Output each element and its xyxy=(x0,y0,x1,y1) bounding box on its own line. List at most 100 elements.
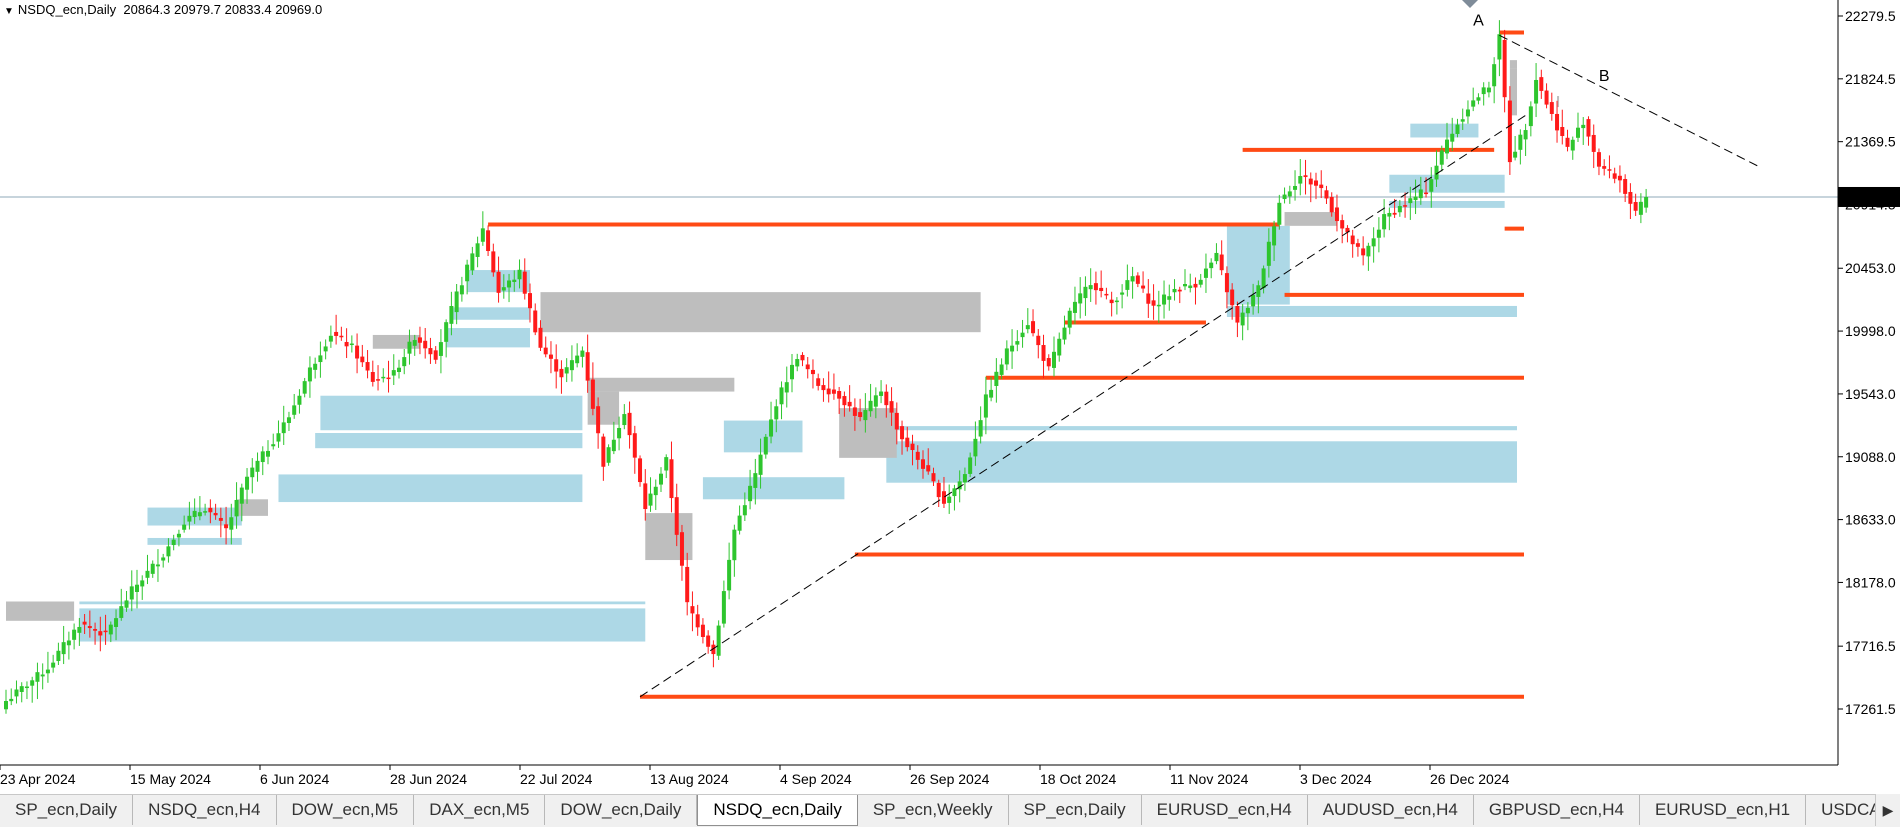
bullish-candle xyxy=(1534,79,1539,104)
bullish-candle xyxy=(957,481,962,490)
bullish-candle xyxy=(166,546,171,557)
bearish-candle xyxy=(1555,113,1560,131)
bearish-candle xyxy=(1345,227,1350,233)
chart-tab[interactable]: DOW_ecn,Daily xyxy=(545,795,698,825)
bearish-candle xyxy=(93,628,98,631)
chart-tab[interactable]: AUDUSD_ecn,H4 xyxy=(1308,795,1474,825)
bullish-candle xyxy=(24,686,29,689)
bearish-candle xyxy=(921,459,925,469)
bearish-candle xyxy=(1141,285,1146,289)
bullish-candle xyxy=(1638,201,1643,215)
ohlc-values: 20864.3 20979.7 20833.4 20969.0 xyxy=(123,2,323,17)
bullish-candle xyxy=(569,360,574,371)
chart-tab[interactable]: SP_ecn,Daily xyxy=(0,795,134,825)
price-tick-label: 22279.5 xyxy=(1845,8,1896,24)
bearish-candle xyxy=(590,379,595,409)
bullish-candle xyxy=(266,450,270,457)
bullish-candle xyxy=(999,364,1004,375)
supply-zone xyxy=(1557,96,1560,108)
bullish-candle xyxy=(402,357,407,367)
demand-zone xyxy=(886,441,1517,483)
bearish-candle xyxy=(428,348,433,355)
chart-area[interactable]: AB22279.521824.521369.520914.520453.0199… xyxy=(0,0,1900,790)
bearish-candle xyxy=(884,391,889,406)
chart-tab[interactable]: DOW_ecn,M5 xyxy=(277,795,415,825)
bullish-candle xyxy=(397,367,401,373)
bullish-candle xyxy=(606,447,611,463)
bearish-candle xyxy=(711,644,716,655)
bullish-candle xyxy=(454,291,459,313)
bullish-candle xyxy=(968,457,973,474)
bullish-candle xyxy=(1570,139,1575,151)
bullish-candle xyxy=(323,346,328,352)
bearish-candle xyxy=(1596,152,1601,167)
bullish-candle xyxy=(391,370,396,376)
bullish-candle xyxy=(302,381,307,394)
bullish-candle xyxy=(108,624,113,635)
chart-tab[interactable]: NSDQ_ecn,Daily xyxy=(697,795,858,826)
chart-tab[interactable]: GBPUSD_ecn,H4 xyxy=(1474,795,1640,825)
price-chart[interactable]: AB22279.521824.521369.520914.520453.0199… xyxy=(0,0,1900,790)
bullish-candle xyxy=(1481,87,1486,95)
dashed-trendline xyxy=(639,114,1526,698)
bullish-candle xyxy=(276,433,281,442)
bullish-candle xyxy=(140,580,145,587)
supply-zone xyxy=(1509,68,1517,116)
bullish-candle xyxy=(1214,252,1219,262)
bullish-candle xyxy=(1240,312,1245,326)
bullish-candle xyxy=(465,264,470,282)
bullish-candle xyxy=(1072,301,1077,313)
bullish-candle xyxy=(271,444,276,447)
bullish-candle xyxy=(1644,196,1649,208)
demand-zone xyxy=(723,420,803,453)
bullish-candle xyxy=(480,228,485,242)
collapse-triangle-icon[interactable]: ▼ xyxy=(4,6,14,17)
bullish-candle xyxy=(1020,332,1025,338)
bearish-candle xyxy=(669,459,674,499)
tab-scroll-right-icon[interactable]: ▶ xyxy=(1875,794,1900,826)
bearish-candle xyxy=(837,390,842,399)
bullish-candle xyxy=(784,382,789,393)
chart-tab[interactable]: EURUSD_ecn,H4 xyxy=(1142,795,1308,825)
bearish-candle xyxy=(528,293,532,309)
time-tick-label: 11 Nov 2024 xyxy=(1170,771,1249,787)
bullish-candle xyxy=(1429,179,1434,192)
bullish-candle xyxy=(622,414,627,426)
bullish-candle xyxy=(795,359,800,367)
bearish-candle xyxy=(1230,289,1235,306)
demand-zone xyxy=(147,537,242,545)
bullish-candle xyxy=(653,486,658,496)
chart-tab[interactable]: EURUSD_ecn,H1 xyxy=(1640,795,1807,825)
bearish-candle xyxy=(339,335,344,338)
bearish-candle xyxy=(679,532,684,566)
bearish-candle xyxy=(1628,191,1633,204)
bullish-candle xyxy=(407,341,412,354)
bearish-candle xyxy=(585,352,590,381)
bearish-candle xyxy=(1193,283,1198,288)
chart-tab[interactable]: SP_ecn,Weekly xyxy=(858,795,1009,825)
bullish-candle xyxy=(150,563,155,574)
bearish-candle xyxy=(1544,90,1549,105)
price-tick-label: 17261.5 xyxy=(1845,701,1896,717)
bullish-candle xyxy=(1282,194,1287,200)
bullish-candle xyxy=(1062,327,1067,340)
chart-tab[interactable]: DAX_ecn,M5 xyxy=(414,795,546,825)
supply-zone xyxy=(6,601,75,621)
bearish-candle xyxy=(1502,39,1507,98)
bullish-candle xyxy=(119,606,124,618)
bearish-candle xyxy=(1104,293,1109,296)
bearish-candle xyxy=(601,436,606,467)
supply-zone xyxy=(1509,60,1517,69)
bearish-candle xyxy=(1135,275,1140,284)
price-tick-label: 21824.5 xyxy=(1845,71,1896,87)
bullish-candle xyxy=(779,387,784,405)
chart-tab[interactable]: SP_ecn,Daily xyxy=(1009,795,1142,825)
bullish-candle xyxy=(742,505,747,516)
bearish-candle xyxy=(1403,205,1408,207)
bullish-candle xyxy=(978,420,983,437)
bearish-candle xyxy=(1177,289,1182,292)
bullish-candle xyxy=(1010,345,1015,352)
chart-tab[interactable]: USDCAD xyxy=(1806,795,1900,825)
bullish-candle xyxy=(197,512,202,517)
chart-tab[interactable]: NSDQ_ecn,H4 xyxy=(133,795,277,825)
